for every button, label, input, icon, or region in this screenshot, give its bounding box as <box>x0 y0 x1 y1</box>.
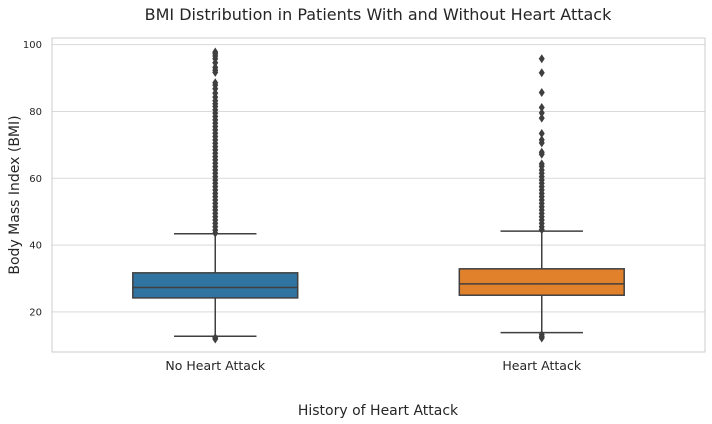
outlier-point <box>538 87 545 97</box>
outlier-point <box>538 108 545 118</box>
outlier-point <box>212 78 219 88</box>
x-tick-label: No Heart Attack <box>165 358 265 373</box>
chart-title: BMI Distribution in Patients With and Wi… <box>145 5 612 24</box>
box-group <box>132 47 299 344</box>
outlier-point <box>538 54 545 64</box>
outlier-point <box>538 135 545 145</box>
boxes-layer <box>132 47 625 344</box>
x-tick-labels: No Heart Attack Heart Attack <box>165 358 581 373</box>
y-tick-label: 40 <box>29 241 42 252</box>
plot-frame <box>51 37 706 353</box>
y-tick-label: 20 <box>29 307 42 318</box>
y-tick-label: 80 <box>29 107 42 118</box>
outlier-point <box>538 159 545 169</box>
y-tick-label: 100 <box>23 40 42 51</box>
y-axis-title: Body Mass Index (BMI) <box>7 115 23 274</box>
outlier-point <box>538 113 545 123</box>
outlier-point <box>538 129 545 139</box>
box-iqr <box>458 268 625 296</box>
outlier-point <box>538 330 545 340</box>
outlier-point <box>212 333 219 343</box>
outlier-point <box>538 102 545 112</box>
x-tick-label: Heart Attack <box>502 358 581 373</box>
outlier-point <box>212 47 219 57</box>
gridlines <box>52 44 705 313</box>
y-tick-labels: 20 40 60 80 100 <box>23 40 42 318</box>
plot-background <box>52 38 705 352</box>
box-iqr <box>132 272 299 299</box>
box-group <box>458 54 625 343</box>
x-axis-title: History of Heart Attack <box>298 403 459 419</box>
outlier-point <box>538 147 545 157</box>
outlier-point <box>212 62 219 72</box>
y-tick-label: 60 <box>29 174 42 185</box>
outlier-point <box>538 68 545 78</box>
